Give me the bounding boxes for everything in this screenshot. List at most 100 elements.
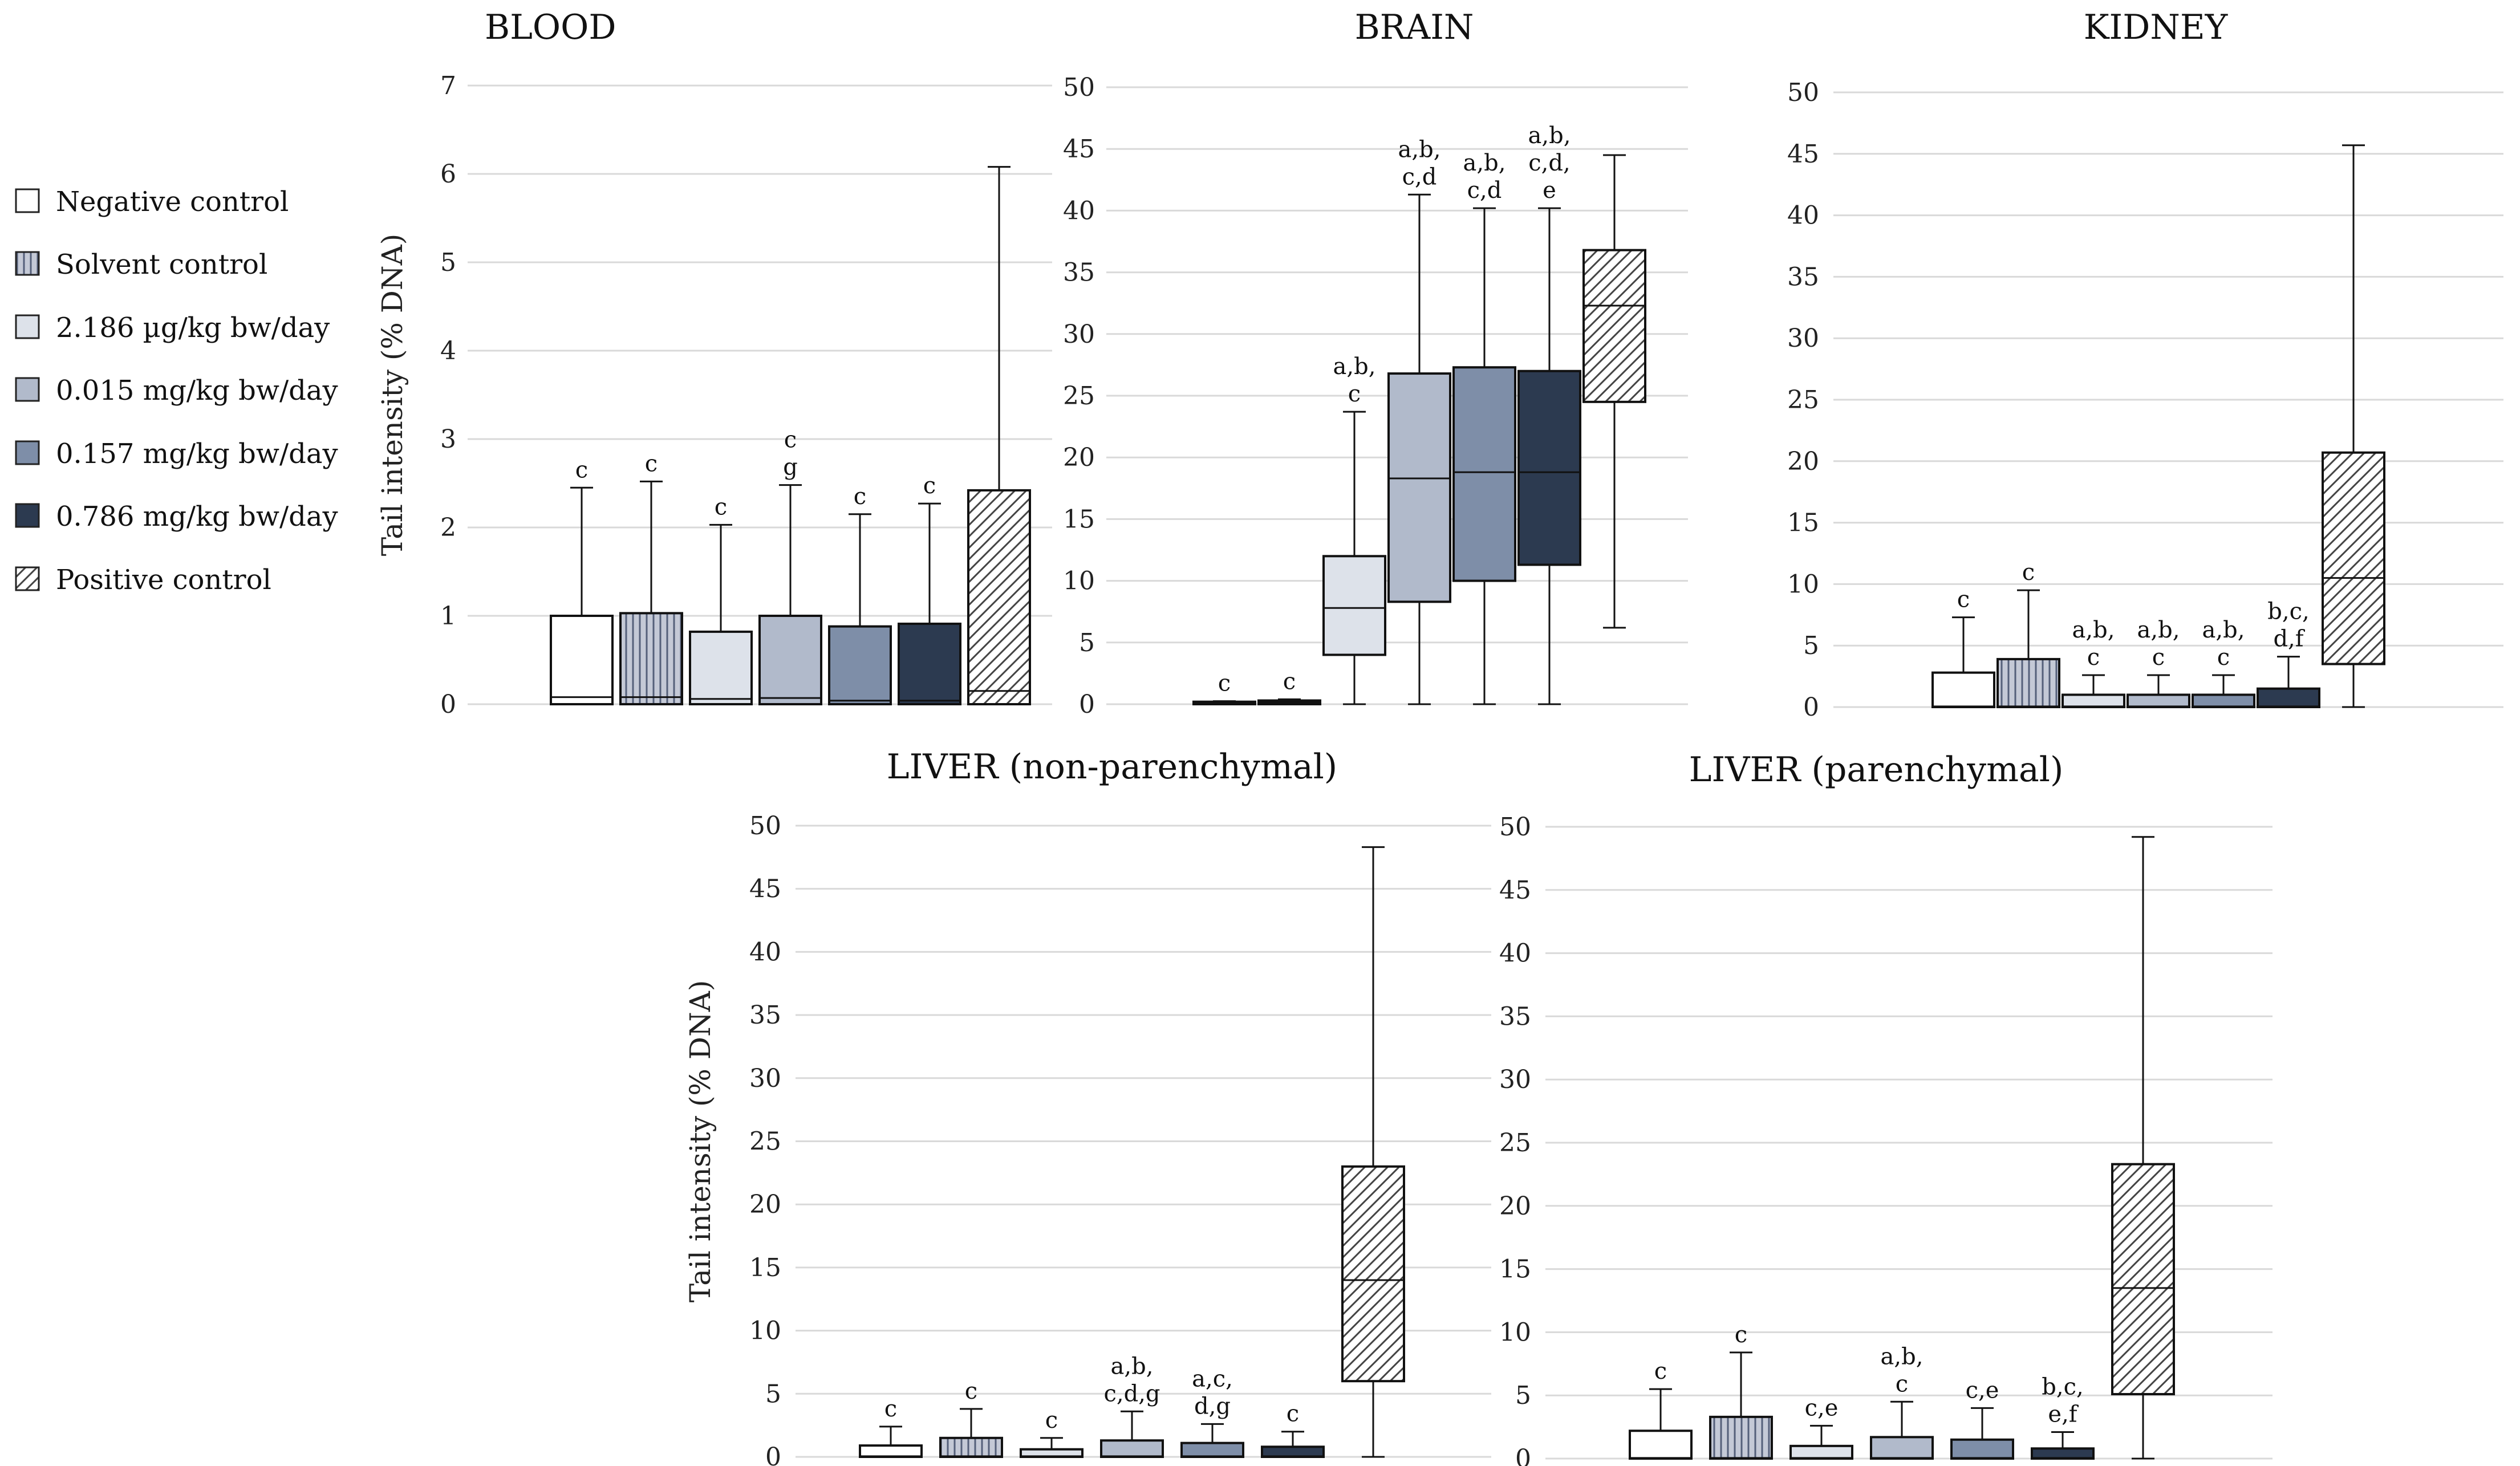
box-iqr <box>898 622 961 705</box>
y-tick-label: 25 <box>1787 385 1819 415</box>
chart-title: BRAIN <box>1355 7 1474 47</box>
box-0: c <box>1629 1358 1693 1460</box>
significance-label: c <box>854 484 866 510</box>
box-iqr <box>939 1436 1003 1459</box>
legend-swatch <box>15 314 40 339</box>
box-1: c <box>1996 559 2060 709</box>
chart-title: KIDNEY <box>2084 7 2229 47</box>
box-0: c <box>1192 671 1256 705</box>
box-iqr <box>2031 1447 2095 1460</box>
legend-item-positive-control: Positive control <box>15 564 271 596</box>
box-4: a,b,c,d <box>1452 150 1516 705</box>
box-6 <box>1582 154 1646 629</box>
significance-label: d,g <box>1194 1393 1231 1419</box>
legend-item-dose-2: 0.015 mg/kg bw/day <box>15 375 338 407</box>
y-tick-label: 35 <box>1063 258 1095 287</box>
y-tick-label: 15 <box>749 1253 781 1282</box>
significance-label: c <box>1045 1407 1058 1433</box>
box-iqr <box>2322 451 2385 665</box>
y-tick-label: 0 <box>440 690 456 719</box>
y-tick-label: 10 <box>1063 567 1095 596</box>
significance-label: c <box>1283 668 1296 695</box>
y-tick-label: 50 <box>1787 78 1819 107</box>
box-4: c <box>828 484 892 705</box>
y-tick-label: 40 <box>1787 201 1819 230</box>
y-tick-label: 50 <box>749 811 781 840</box>
box-3: a,b,c,d,g <box>1100 1353 1164 1459</box>
legend-label: Negative control <box>56 186 289 218</box>
significance-label: c <box>715 494 727 520</box>
box-3: a,b,c <box>2127 617 2190 708</box>
legend-item-negative-control: Negative control <box>15 186 289 218</box>
box-1: c <box>1709 1322 1773 1460</box>
box-1: c <box>1257 668 1321 706</box>
significance-label: c <box>884 1396 897 1422</box>
y-tick-label: 30 <box>1787 324 1819 353</box>
box-iqr <box>1870 1436 1934 1460</box>
significance-label: c <box>1218 671 1231 697</box>
significance-label: e <box>1543 177 1556 204</box>
significance-label: c <box>2022 559 2035 586</box>
significance-label: b,c, <box>2267 599 2309 625</box>
box-4: a,b,c <box>2192 617 2255 708</box>
y-tick-label: 25 <box>1499 1128 1531 1158</box>
y-tick-label: 30 <box>749 1064 781 1093</box>
box-iqr <box>758 615 822 705</box>
significance-label: c <box>784 427 797 453</box>
y-tick-label: 40 <box>1499 939 1531 968</box>
significance-label: c <box>575 457 588 483</box>
box-iqr <box>2062 693 2125 708</box>
box-6 <box>1341 846 1405 1458</box>
legend-label: 2.186 µg/kg bw/day <box>56 312 330 344</box>
y-tick-label: 4 <box>440 336 456 366</box>
legend-label: Solvent control <box>56 249 267 281</box>
significance-label: c,e <box>1805 1395 1839 1421</box>
box-iqr <box>1180 1441 1244 1458</box>
significance-label: c <box>965 1378 977 1404</box>
significance-label: d,f <box>2273 626 2305 652</box>
significance-label: a,b, <box>2137 617 2180 643</box>
box-iqr <box>1582 249 1646 403</box>
y-tick-label: 0 <box>765 1443 781 1466</box>
box-1: c <box>619 450 683 705</box>
y-tick-label: 3 <box>440 425 456 454</box>
chart-title: LIVER (parenchymal) <box>1689 750 2064 790</box>
significance-label: c,e <box>1966 1377 1999 1403</box>
box-5: b,c,d,f <box>2257 599 2320 709</box>
y-tick-label: 15 <box>1063 505 1095 534</box>
y-tick-label: 20 <box>1499 1192 1531 1221</box>
y-tick-label: 10 <box>749 1317 781 1346</box>
box-3: cg <box>758 427 822 705</box>
legend-item-dose-3: 0.157 mg/kg bw/day <box>15 438 338 470</box>
significance-label: c <box>1735 1322 1747 1348</box>
y-tick-label: 6 <box>440 160 456 189</box>
significance-label: b,c, <box>2042 1374 2083 1400</box>
y-tick-label: 45 <box>1787 140 1819 169</box>
significance-label: c <box>1896 1371 1908 1397</box>
box-iqr <box>1629 1430 1693 1460</box>
significance-label: c <box>1957 587 1970 613</box>
box-iqr <box>1452 366 1516 582</box>
y-tick-label: 25 <box>1063 381 1095 411</box>
y-tick-label: 25 <box>749 1127 781 1156</box>
box-iqr <box>1789 1444 1853 1460</box>
legend-swatch <box>15 503 40 528</box>
box-4: c,e <box>1950 1377 2014 1460</box>
legend-label: 0.157 mg/kg bw/day <box>56 438 338 470</box>
box-0: c <box>1931 587 1995 708</box>
y-tick-label: 35 <box>749 1001 781 1030</box>
box-iqr <box>550 615 614 705</box>
legend-label: 0.786 mg/kg bw/day <box>56 501 338 533</box>
y-tick-label: 50 <box>1063 73 1095 102</box>
box-iqr <box>828 625 892 705</box>
significance-label: c,d <box>1467 177 1502 204</box>
box-0: c <box>859 1396 923 1458</box>
significance-label: a,b, <box>1333 354 1376 380</box>
box-6 <box>967 166 1031 706</box>
y-tick-label: 2 <box>440 513 456 542</box>
box-iqr <box>859 1444 923 1458</box>
legend-swatch <box>15 377 40 402</box>
chart-title: BLOOD <box>485 7 616 47</box>
y-tick-label: 5 <box>1079 628 1095 657</box>
